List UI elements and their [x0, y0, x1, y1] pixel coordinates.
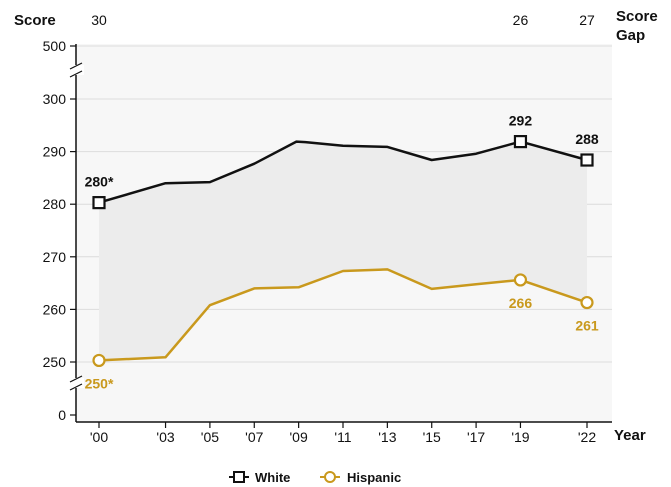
axis-break-mark: [69, 62, 83, 70]
x-tick-label: '00: [90, 429, 108, 445]
data-point-white: [92, 196, 106, 210]
data-labels: 280* 292 288 250* 266 261: [85, 113, 599, 392]
data-point-white: [513, 135, 528, 149]
y-tick-label: 260: [43, 301, 67, 317]
legend-white-label: White: [255, 470, 290, 485]
y-tick-label: 290: [43, 144, 67, 160]
x-tick-label: '07: [245, 429, 263, 445]
x-tick-label: '05: [201, 429, 219, 445]
x-tick-label: '03: [156, 429, 174, 445]
series-line-white: [98, 140, 588, 204]
y-axis: 0 250 260 270 280 290 300 500: [43, 38, 612, 423]
legend-white-marker: [233, 471, 245, 483]
legend-item-hispanic: Hispanic: [320, 470, 401, 485]
series-lines: [92, 135, 594, 368]
data-label: 250*: [85, 375, 114, 391]
data-label: 280*: [85, 174, 114, 190]
y-tick-label: 280: [43, 196, 67, 212]
x-axis-title: Year: [614, 427, 646, 444]
y-tick-label: 250: [43, 354, 67, 370]
data-label: 288: [575, 131, 599, 147]
x-tick-label: '15: [423, 429, 441, 445]
gap-shading: [99, 141, 587, 361]
data-label: 292: [509, 113, 533, 129]
y-tick-label: 270: [43, 249, 67, 265]
y-tick-label: 500: [43, 38, 67, 54]
x-axis: '00 '03 '05 '07 '09 '11 '13 '15 '17 '19 '22: [90, 422, 596, 445]
score-gap-label: 30: [91, 12, 107, 28]
legend-item-white: White: [229, 470, 290, 485]
x-tick-label: '13: [378, 429, 396, 445]
x-tick-label: '22: [578, 429, 596, 445]
x-tick-label: '11: [334, 429, 351, 445]
x-tick-label: '19: [511, 429, 529, 445]
data-point-white: [580, 153, 594, 167]
gap-axis-title-line2: Gap: [616, 27, 645, 44]
gap-axis-title-line1: Score: [616, 8, 658, 25]
axis-break-gap: [68, 65, 84, 75]
score-gap-label: 27: [579, 12, 595, 28]
y-axis-title: Score: [14, 12, 56, 29]
data-point-hispanic: [513, 273, 528, 287]
axis-break-mark: [69, 383, 83, 391]
axis-break-mark: [69, 70, 83, 78]
data-label: 266: [509, 295, 533, 311]
legend-hispanic-marker: [324, 471, 336, 483]
y-tick-label: 300: [43, 91, 67, 107]
series-line-hispanic: [98, 268, 588, 362]
score-gap-labels: 30 26 27: [91, 12, 595, 28]
legend: White Hispanic: [229, 470, 401, 485]
x-tick-label: '17: [467, 429, 485, 445]
data-point-hispanic: [92, 353, 106, 368]
score-gap-label: 26: [513, 12, 529, 28]
y-tick-label: 0: [58, 407, 66, 423]
axis-break-mark: [69, 375, 83, 383]
data-label: 261: [575, 318, 599, 334]
data-point-hispanic: [580, 295, 594, 310]
x-tick-label: '09: [290, 429, 308, 445]
axis-break-gap: [68, 378, 84, 388]
legend-hispanic-label: Hispanic: [347, 470, 401, 485]
